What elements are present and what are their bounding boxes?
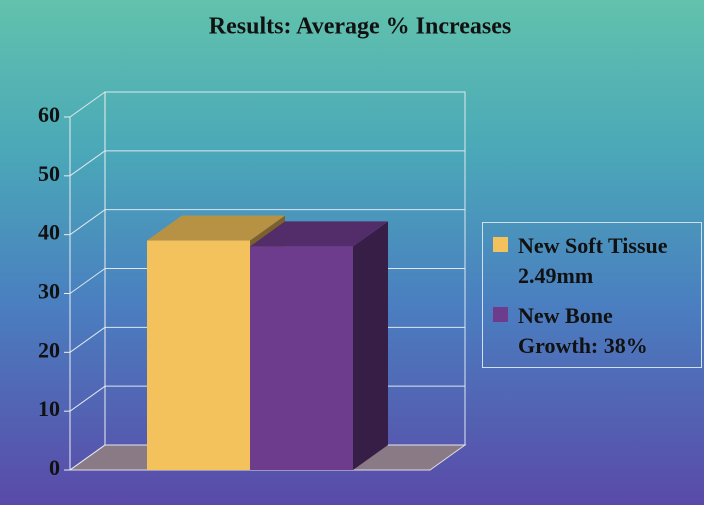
legend: New Soft Tissue 2.49mm New Bone Growth: 3… bbox=[482, 222, 702, 368]
legend-swatch bbox=[493, 237, 508, 252]
legend-label: New Bone Growth: 38% bbox=[518, 303, 648, 358]
y-tick-label: 40 bbox=[38, 220, 60, 245]
grid-line bbox=[69, 385, 106, 412]
y-tick-label: 50 bbox=[38, 161, 60, 186]
legend-swatch bbox=[493, 307, 508, 322]
y-tick-label: 0 bbox=[49, 455, 60, 480]
bar-top bbox=[250, 221, 388, 247]
y-tick-label: 30 bbox=[38, 279, 60, 304]
y-tick-label: 10 bbox=[38, 396, 60, 421]
grid-line bbox=[69, 444, 106, 471]
grid-line bbox=[69, 326, 106, 353]
bar bbox=[250, 246, 353, 470]
legend-label: New Soft Tissue 2.49mm bbox=[518, 233, 668, 288]
bar bbox=[147, 240, 250, 470]
y-tick-label: 60 bbox=[38, 102, 60, 127]
bar-top bbox=[147, 215, 285, 241]
grid-line bbox=[69, 91, 106, 118]
legend-entry: New Bone Growth: 38% bbox=[489, 301, 695, 361]
bar-side bbox=[353, 221, 388, 470]
legend-entry: New Soft Tissue 2.49mm bbox=[489, 231, 695, 291]
grid-line bbox=[69, 268, 106, 294]
y-tick-label: 20 bbox=[38, 337, 60, 362]
grid-line bbox=[69, 209, 106, 236]
grid-line bbox=[69, 150, 106, 177]
chart-title: Results: Average % Increases bbox=[209, 14, 511, 40]
